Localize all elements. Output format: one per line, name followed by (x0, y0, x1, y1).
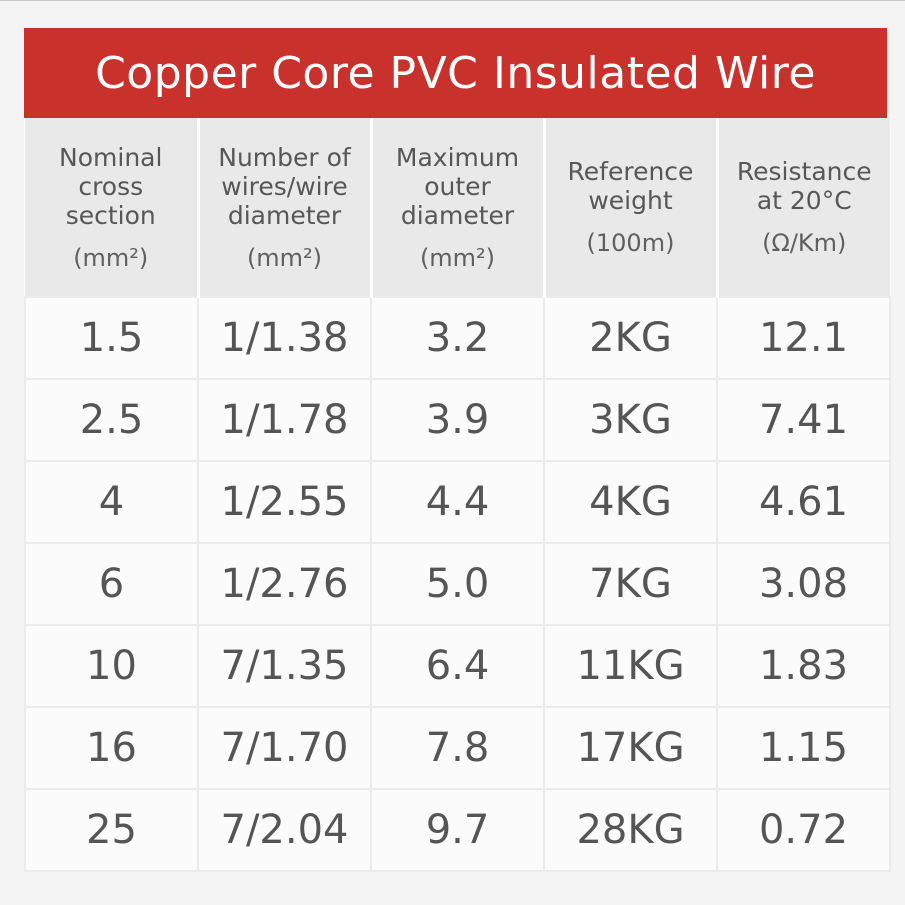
header-max-outer-diameter: Maximum outer diameter (mm²) (369, 118, 546, 297)
cell-cross-section: 16 (24, 706, 199, 790)
cell-cross-section: 10 (24, 624, 199, 708)
cell-wires-diameter: 1/2.76 (197, 542, 372, 626)
cell-outer-diameter: 3.2 (370, 296, 545, 380)
table-title: Copper Core PVC Insulated Wire (24, 28, 887, 118)
cell-cross-section: 25 (24, 788, 199, 872)
cell-resistance: 1.15 (716, 706, 891, 790)
cell-weight: 3KG (543, 378, 718, 462)
cell-weight: 2KG (543, 296, 718, 380)
cell-resistance: 0.72 (716, 788, 891, 872)
header-reference-weight: Reference weight (100m) (542, 118, 719, 297)
cell-outer-diameter: 5.0 (370, 542, 545, 626)
table-row: 1.5 1/1.38 3.2 2KG 12.1 (24, 296, 891, 380)
table-row: 4 1/2.55 4.4 4KG 4.61 (24, 460, 891, 544)
table-row: 10 7/1.35 6.4 11KG 1.83 (24, 624, 891, 708)
cell-cross-section: 1.5 (24, 296, 199, 380)
table-row: 6 1/2.76 5.0 7KG 3.08 (24, 542, 891, 626)
header-label: Reference weight (567, 157, 694, 215)
cell-outer-diameter: 3.9 (370, 378, 545, 462)
cell-weight: 28KG (543, 788, 718, 872)
cell-resistance: 7.41 (716, 378, 891, 462)
table-row: 16 7/1.70 7.8 17KG 1.15 (24, 706, 891, 790)
cell-resistance: 3.08 (716, 542, 891, 626)
cell-weight: 17KG (543, 706, 718, 790)
top-divider (0, 0, 905, 1)
cell-cross-section: 4 (24, 460, 199, 544)
cell-wires-diameter: 1/2.55 (197, 460, 372, 544)
cell-wires-diameter: 1/1.78 (197, 378, 372, 462)
cell-resistance: 12.1 (716, 296, 891, 380)
cell-wires-diameter: 1/1.38 (197, 296, 372, 380)
table-row: 25 7/2.04 9.7 28KG 0.72 (24, 788, 891, 872)
header-unit: (mm²) (73, 243, 149, 272)
cell-outer-diameter: 4.4 (370, 460, 545, 544)
table-row: 2.5 1/1.78 3.9 3KG 7.41 (24, 378, 891, 462)
cell-resistance: 4.61 (716, 460, 891, 544)
header-unit: (mm²) (246, 243, 323, 272)
cell-outer-diameter: 9.7 (370, 788, 545, 872)
header-wires-diameter: Number of wires/wire diameter (mm²) (196, 118, 373, 297)
header-unit: (100m) (586, 229, 675, 257)
spec-table: Nominal cross section (mm²) Number of wi… (24, 118, 891, 872)
cell-outer-diameter: 7.8 (370, 706, 545, 790)
cell-cross-section: 6 (24, 542, 199, 626)
cell-wires-diameter: 7/1.35 (197, 624, 372, 708)
cell-weight: 4KG (543, 460, 718, 544)
cell-cross-section: 2.5 (24, 378, 199, 462)
cell-resistance: 1.83 (716, 624, 891, 708)
cell-wires-diameter: 7/1.70 (197, 706, 372, 790)
header-label: Nominal cross section (59, 142, 163, 230)
cell-weight: 7KG (543, 542, 718, 626)
header-label: Maximum outer diameter (395, 142, 520, 230)
cell-wires-diameter: 7/2.04 (197, 788, 372, 872)
cell-weight: 11KG (543, 624, 718, 708)
header-row: Nominal cross section (mm²) Number of wi… (25, 118, 890, 297)
header-label: Number of wires/wire diameter (218, 142, 351, 230)
cell-outer-diameter: 6.4 (370, 624, 545, 708)
header-unit: (Ω/Km) (762, 229, 847, 257)
header-unit: (mm²) (419, 243, 496, 272)
header-label: Resistance at 20°C (736, 157, 872, 215)
header-resistance: Resistance at 20°C (Ω/Km) (715, 118, 890, 297)
header-nominal-cross-section: Nominal cross section (mm²) (25, 118, 200, 297)
